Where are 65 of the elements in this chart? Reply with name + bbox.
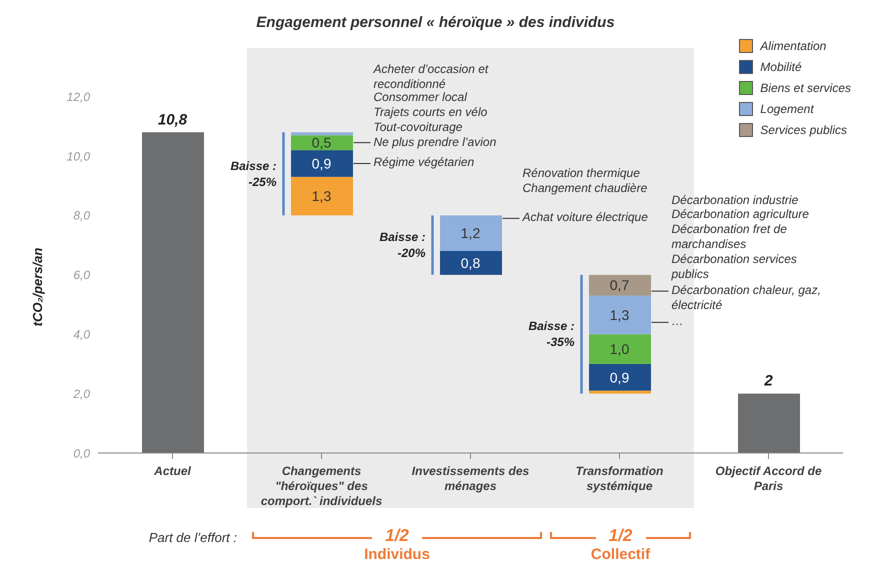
text: Individus <box>363 546 431 563</box>
annotation: Ne plus prendre l’avion <box>374 134 498 150</box>
bar <box>291 135 353 150</box>
annotation: Baisse : -35% <box>527 318 574 350</box>
annotation: Changement chaudière <box>522 180 648 195</box>
annotation: Décarbonation services publics <box>672 252 798 282</box>
annotation: Rénovation thermique <box>522 166 641 181</box>
text: Part de l’effort : <box>148 530 237 545</box>
data-label: 0,9 <box>610 369 630 386</box>
x-tick-label: Actuel <box>153 464 192 478</box>
bar <box>738 394 800 453</box>
data-label: 2 <box>763 372 774 390</box>
bar <box>589 334 651 364</box>
annotation: Tout-covoiturage <box>374 120 464 135</box>
y-tick-label: 12,0 <box>66 90 90 104</box>
legend-label: Alimentation <box>758 38 828 54</box>
data-label: 0,9 <box>312 155 332 172</box>
y-tick-label: 2,0 <box>72 386 90 401</box>
annotation: Décarbonation chaleur, gaz, électricité <box>672 283 822 314</box>
bar <box>291 150 353 177</box>
data-label: 10,8 <box>158 111 188 128</box>
text: Collectif <box>590 546 652 563</box>
annotation: Baisse : -20% <box>378 229 426 262</box>
x-tick-label: Investissements des ménages <box>412 464 530 493</box>
text: 1/2 <box>596 526 646 546</box>
bar <box>589 296 651 334</box>
text: 1/2 <box>372 526 422 546</box>
y-tick-label: 0,0 <box>73 446 90 460</box>
annotation: Décarbonation agriculture <box>672 207 810 222</box>
annotation: … <box>672 314 684 330</box>
data-label: 0,8 <box>460 254 480 271</box>
x-tick-label: Objectif Accord de Paris <box>715 464 822 493</box>
annotation: Achat voiture électrique <box>522 210 648 224</box>
bar <box>589 390 651 394</box>
bar <box>589 274 651 296</box>
bar <box>440 251 502 275</box>
y-tick-label: 8,0 <box>73 208 90 223</box>
bar <box>142 132 204 453</box>
y-tick-label: 6,0 <box>73 268 90 282</box>
legend-label: Biens et services <box>759 80 851 96</box>
bar <box>440 215 502 252</box>
legend-label: Mobilité <box>759 58 803 76</box>
annotation: Trajets courts en vélo <box>374 104 488 120</box>
data-label: 0,7 <box>610 277 630 294</box>
chart-title: Engagement personnel « héroïque » des individus <box>255 14 616 31</box>
data-label: 1,3 <box>610 306 630 323</box>
data-label: 1,2 <box>460 225 480 242</box>
annotation: Baisse : -25% <box>229 158 276 190</box>
bar <box>291 176 353 216</box>
y-tick-label: 4,0 <box>73 327 90 342</box>
legend-label: Logement <box>759 100 815 118</box>
annotation: Consommer local <box>374 90 468 106</box>
annotation: Décarbonation industrie <box>672 192 800 208</box>
bar <box>589 364 651 391</box>
y-tick-label: 10,0 <box>66 149 90 164</box>
x-tick-label: Changements "héroïques" des comport.` individuels <box>260 464 382 508</box>
annotation: Régime végétarien <box>374 155 474 170</box>
annotation: Acheter d’occasion et reconditionné <box>374 62 490 92</box>
annotation: Décarbonation fret de marchandises <box>672 222 788 252</box>
y-axis-title: tCO₂/pers/an <box>30 248 45 326</box>
data-label: 0,5 <box>312 134 332 151</box>
data-label: 1,3 <box>312 188 332 204</box>
legend-label: Services publics <box>759 122 848 138</box>
x-tick-label: Transformation systémique <box>576 464 664 493</box>
data-label: 1,0 <box>610 341 630 358</box>
